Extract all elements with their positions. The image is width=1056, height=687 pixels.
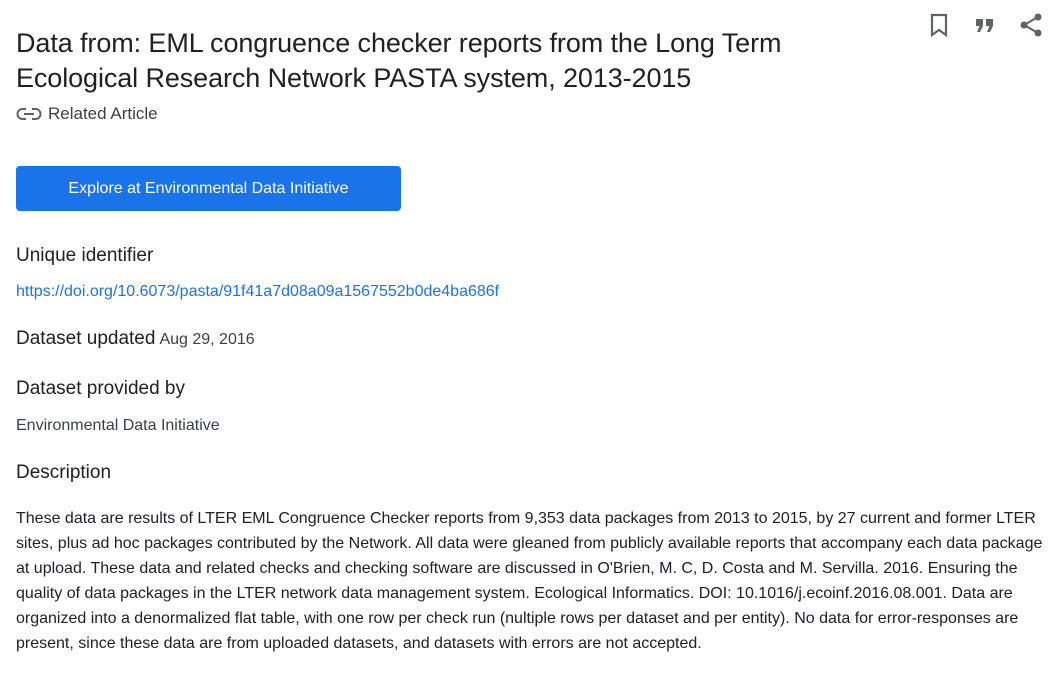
related-article-link[interactable]: Related Article [16, 104, 158, 124]
link-icon [16, 106, 42, 122]
description-text: These data are results of LTER EML Congr… [16, 510, 1043, 652]
page-title: Data from: EML congruence checker report… [16, 28, 782, 93]
doi-link[interactable]: https://doi.org/10.6073/pasta/91f41a7d08… [16, 283, 500, 300]
related-article-label: Related Article [48, 104, 158, 123]
header-actions [922, 10, 1048, 40]
dataset-updated-heading: Dataset updated [16, 328, 156, 349]
unique-identifier-heading: Unique identifier [16, 245, 154, 266]
share-button[interactable] [1014, 10, 1048, 40]
provided-by-heading: Dataset provided by [16, 378, 185, 399]
share-icon [1018, 12, 1044, 38]
quote-icon [974, 14, 996, 36]
bookmark-icon [928, 13, 950, 37]
dataset-updated-row: Dataset updated Aug 29, 2016 [16, 328, 255, 350]
dataset-updated-value: Aug 29, 2016 [159, 331, 255, 348]
description-heading: Description [16, 462, 112, 483]
explore-button[interactable]: Explore at Environmental Data Initiative [16, 166, 401, 211]
unique-identifier-value: https://doi.org/10.6073/pasta/91f41a7d08… [16, 283, 499, 301]
bookmark-button[interactable] [922, 10, 956, 40]
provided-by-value: Environmental Data Initiative [16, 417, 220, 434]
cite-button[interactable] [968, 10, 1002, 40]
